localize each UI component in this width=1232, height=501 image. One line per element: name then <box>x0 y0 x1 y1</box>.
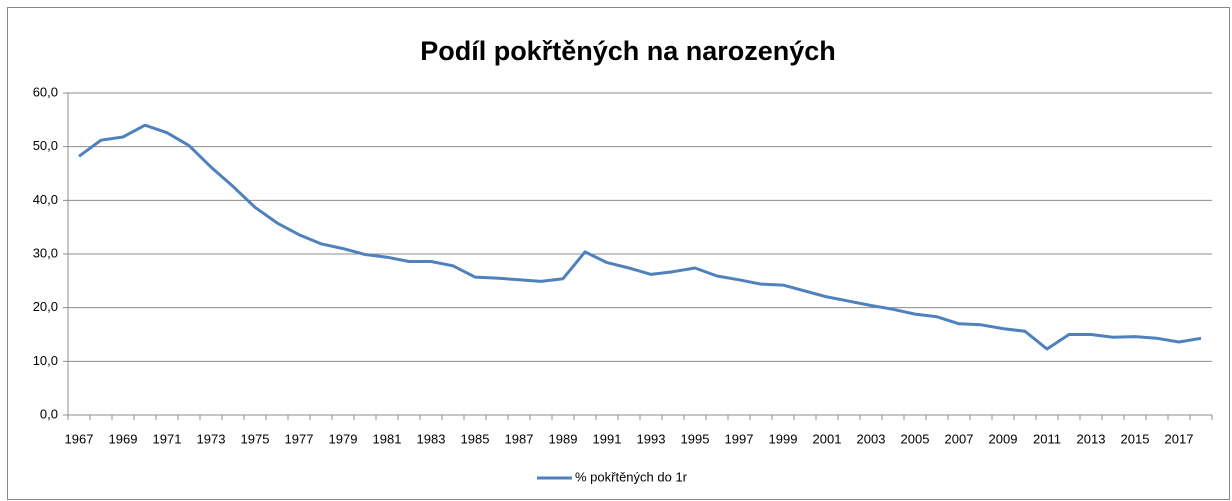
x-tick-label: 1983 <box>417 431 446 446</box>
x-tick-label: 2001 <box>813 431 842 446</box>
y-tick-label: 0,0 <box>40 406 58 421</box>
x-tick-label: 2003 <box>857 431 886 446</box>
x-tick-label: 2013 <box>1077 431 1106 446</box>
x-tick-label: 1967 <box>65 431 94 446</box>
y-tick-label: 30,0 <box>33 245 58 260</box>
x-tick-label: 1987 <box>505 431 534 446</box>
x-tick-label: 1997 <box>725 431 754 446</box>
x-tick-label: 2009 <box>989 431 1018 446</box>
x-tick-label: 1985 <box>461 431 490 446</box>
y-tick-label: 50,0 <box>33 138 58 153</box>
x-tick-label: 1973 <box>197 431 226 446</box>
x-tick-label: 2017 <box>1165 431 1194 446</box>
x-tick-label: 1999 <box>769 431 798 446</box>
x-tick-label: 1977 <box>285 431 314 446</box>
x-tick-label: 2005 <box>901 431 930 446</box>
x-tick-label: 1969 <box>109 431 138 446</box>
x-tick-label: 1981 <box>373 431 402 446</box>
x-tick-label: 1991 <box>593 431 622 446</box>
x-tick-label: 1975 <box>241 431 270 446</box>
x-tick-label: 2007 <box>945 431 974 446</box>
x-tick-label: 2015 <box>1121 431 1150 446</box>
y-tick-label: 40,0 <box>33 192 58 207</box>
x-tick-label: 1971 <box>153 431 182 446</box>
y-tick-label: 60,0 <box>33 84 58 99</box>
chart-title: Podíl pokřtěných na narozených <box>420 36 836 66</box>
x-tick-label: 1995 <box>681 431 710 446</box>
y-tick-label: 10,0 <box>33 353 58 368</box>
y-tick-label: 20,0 <box>33 299 58 314</box>
x-tick-label: 1993 <box>637 431 666 446</box>
x-tick-label: 1979 <box>329 431 358 446</box>
legend-label: % pokřtěných do 1r <box>575 469 688 484</box>
series-line <box>78 123 1202 351</box>
x-tick-label: 2011 <box>1033 431 1061 446</box>
x-tick-label: 1989 <box>549 431 578 446</box>
